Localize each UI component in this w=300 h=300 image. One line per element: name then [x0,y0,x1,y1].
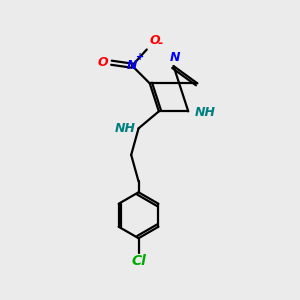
Text: O: O [98,56,109,69]
Text: N: N [170,51,180,64]
Text: +: + [136,52,144,62]
Text: NH: NH [195,106,216,119]
Text: -: - [157,37,162,50]
Text: NH: NH [115,122,136,135]
Text: O: O [149,34,160,47]
Text: Cl: Cl [131,254,146,268]
Text: N: N [127,59,137,72]
